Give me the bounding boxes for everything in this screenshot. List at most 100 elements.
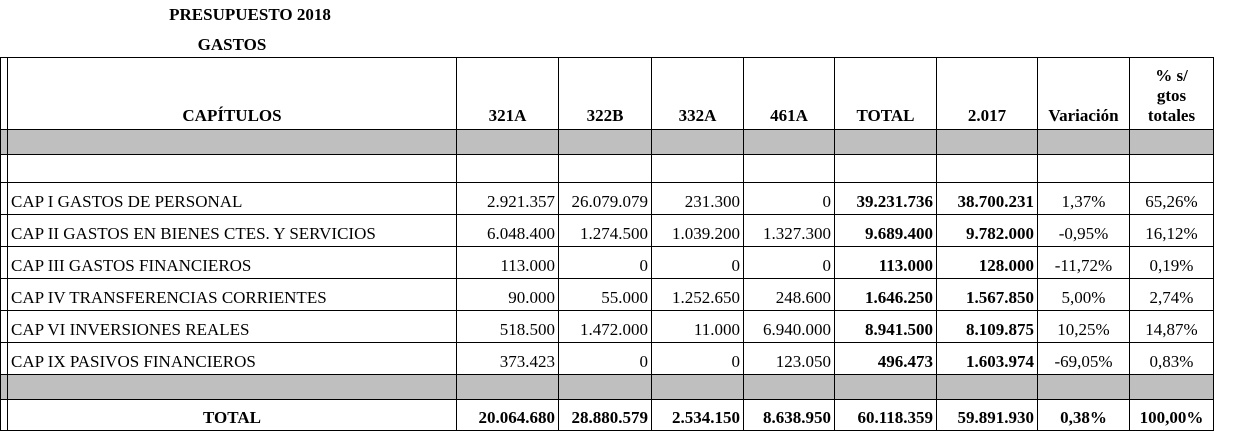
cell-total: 9.689.400	[834, 214, 937, 247]
cell-332a: 1.039.200	[651, 214, 744, 247]
separator-cell	[936, 374, 1038, 400]
table-header-row: CAPÍTULOS 321A 322B 332A 461A TOTAL 2.01…	[0, 57, 1214, 130]
header-332a: 332A	[651, 57, 744, 130]
separator-cell	[936, 129, 1038, 155]
cell-variacion: 5,00%	[1037, 278, 1130, 311]
cell-322b: 0	[558, 246, 652, 279]
separator-cell	[1129, 374, 1214, 400]
cell-322b: 55.000	[558, 278, 652, 311]
cell-variacion: -69,05%	[1037, 342, 1130, 375]
cell-pct: 0,83%	[1129, 342, 1214, 375]
left-margin-cell	[0, 310, 8, 343]
blank-cell	[834, 154, 937, 183]
separator-cell	[1129, 129, 1214, 155]
left-margin-cell	[0, 342, 8, 375]
cell-2017: 8.109.875	[936, 310, 1038, 343]
total-total: 60.118.359	[834, 399, 937, 431]
total-321a: 20.064.680	[456, 399, 559, 431]
header-461a: 461A	[743, 57, 835, 130]
separator-cell	[834, 129, 937, 155]
separator-row	[0, 129, 1214, 155]
blank-cell	[743, 154, 835, 183]
separator-cell	[558, 374, 652, 400]
cell-332a: 0	[651, 342, 744, 375]
cell-pct: 14,87%	[1129, 310, 1214, 343]
cell-2017: 1.567.850	[936, 278, 1038, 311]
left-margin-cell	[0, 246, 8, 279]
row-label: CAP IV TRANSFERENCIAS CORRIENTES	[7, 278, 457, 311]
separator-cell	[743, 129, 835, 155]
header-pct-line1: % s/	[1155, 66, 1188, 85]
total-row: TOTAL 20.064.680 28.880.579 2.534.150 8.…	[0, 399, 1214, 431]
cell-321a: 518.500	[456, 310, 559, 343]
separator-cell	[7, 374, 457, 400]
cell-332a: 1.252.650	[651, 278, 744, 311]
cell-321a: 90.000	[456, 278, 559, 311]
row-label: CAP VI INVERSIONES REALES	[7, 310, 457, 343]
cell-2017: 1.603.974	[936, 342, 1038, 375]
header-variacion: Variación	[1037, 57, 1130, 130]
cell-total: 1.646.250	[834, 278, 937, 311]
cell-461a: 248.600	[743, 278, 835, 311]
left-margin-cell	[0, 57, 8, 130]
budget-table: CAPÍTULOS 321A 322B 332A 461A TOTAL 2.01…	[0, 57, 1214, 431]
row-label: CAP I GASTOS DE PERSONAL	[7, 182, 457, 215]
total-label: TOTAL	[7, 399, 457, 431]
cell-variacion: 10,25%	[1037, 310, 1130, 343]
header-322b: 322B	[558, 57, 652, 130]
cell-variacion: -11,72%	[1037, 246, 1130, 279]
left-margin-cell	[0, 214, 8, 247]
cell-pct: 16,12%	[1129, 214, 1214, 247]
cell-322b: 26.079.079	[558, 182, 652, 215]
separator-cell	[456, 374, 559, 400]
header-321a: 321A	[456, 57, 559, 130]
cell-322b: 0	[558, 342, 652, 375]
cell-2017: 38.700.231	[936, 182, 1038, 215]
cell-322b: 1.274.500	[558, 214, 652, 247]
cell-2017: 128.000	[936, 246, 1038, 279]
cell-332a: 0	[651, 246, 744, 279]
document-subtitle: GASTOS	[197, 35, 267, 54]
blank-cell	[651, 154, 744, 183]
cell-461a: 1.327.300	[743, 214, 835, 247]
separator-cell	[651, 129, 744, 155]
separator-row	[0, 374, 1214, 400]
cell-332a: 11.000	[651, 310, 744, 343]
blank-cell	[936, 154, 1038, 183]
total-322b: 28.880.579	[558, 399, 652, 431]
separator-cell	[743, 374, 835, 400]
cell-332a: 231.300	[651, 182, 744, 215]
blank-cell	[558, 154, 652, 183]
header-pct: % s/ gtos totales	[1129, 57, 1214, 130]
left-margin-cell	[0, 399, 8, 431]
row-label: CAP IX PASIVOS FINANCIEROS	[7, 342, 457, 375]
blank-cell	[1037, 154, 1130, 183]
separator-cell	[558, 129, 652, 155]
blank-cell	[0, 154, 8, 183]
left-margin-cell	[0, 182, 8, 215]
document-title: PRESUPUESTO 2018	[169, 5, 331, 24]
separator-cell	[651, 374, 744, 400]
separator-cell	[1037, 374, 1130, 400]
row-label: CAP II GASTOS EN BIENES CTES. Y SERVICIO…	[7, 214, 457, 247]
cell-321a: 113.000	[456, 246, 559, 279]
cell-pct: 2,74%	[1129, 278, 1214, 311]
cell-2017: 9.782.000	[936, 214, 1038, 247]
table-row: CAP III GASTOS FINANCIEROS 113.000 0 0 0…	[0, 246, 1214, 279]
header-total: TOTAL	[834, 57, 937, 130]
blank-row	[0, 154, 1214, 183]
table-row: CAP VI INVERSIONES REALES 518.500 1.472.…	[0, 310, 1214, 343]
total-332a: 2.534.150	[651, 399, 744, 431]
cell-variacion: -0,95%	[1037, 214, 1130, 247]
cell-total: 496.473	[834, 342, 937, 375]
row-label: CAP III GASTOS FINANCIEROS	[7, 246, 457, 279]
blank-cell	[7, 154, 457, 183]
separator-cell	[834, 374, 937, 400]
separator-cell	[456, 129, 559, 155]
cell-461a: 6.940.000	[743, 310, 835, 343]
total-2017: 59.891.930	[936, 399, 1038, 431]
separator-cell	[1037, 129, 1130, 155]
total-461a: 8.638.950	[743, 399, 835, 431]
table-row: CAP IX PASIVOS FINANCIEROS 373.423 0 0 1…	[0, 342, 1214, 375]
left-margin-cell	[0, 278, 8, 311]
